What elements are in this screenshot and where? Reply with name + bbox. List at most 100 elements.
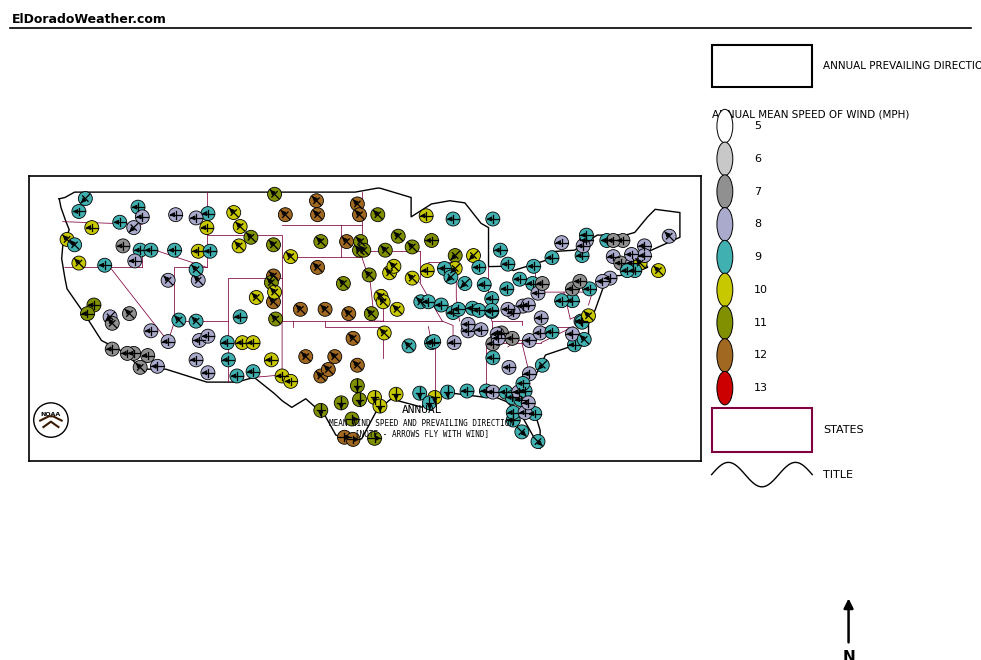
- Circle shape: [121, 346, 134, 360]
- Circle shape: [458, 277, 472, 290]
- Circle shape: [717, 142, 733, 176]
- Circle shape: [144, 324, 158, 338]
- Text: STATES: STATES: [823, 425, 863, 435]
- Circle shape: [506, 306, 520, 319]
- Circle shape: [322, 362, 336, 376]
- Circle shape: [554, 236, 569, 249]
- Circle shape: [574, 314, 588, 328]
- Circle shape: [284, 374, 297, 388]
- Circle shape: [502, 360, 516, 374]
- Circle shape: [616, 234, 630, 248]
- Circle shape: [113, 215, 127, 229]
- Circle shape: [440, 385, 454, 399]
- Circle shape: [493, 243, 507, 257]
- Text: 5: 5: [754, 121, 761, 131]
- Text: 8: 8: [754, 219, 761, 229]
- Circle shape: [244, 230, 258, 244]
- Circle shape: [451, 302, 465, 316]
- Circle shape: [339, 234, 353, 249]
- Circle shape: [123, 307, 136, 321]
- Circle shape: [222, 353, 235, 367]
- Circle shape: [717, 175, 733, 209]
- Circle shape: [575, 249, 589, 263]
- Circle shape: [506, 413, 520, 427]
- Circle shape: [717, 372, 733, 405]
- Circle shape: [191, 244, 205, 258]
- Circle shape: [368, 432, 382, 446]
- Circle shape: [573, 275, 587, 288]
- Circle shape: [717, 110, 733, 143]
- Circle shape: [626, 256, 640, 270]
- Circle shape: [501, 257, 515, 271]
- Circle shape: [133, 360, 147, 374]
- Circle shape: [221, 336, 234, 350]
- Circle shape: [568, 338, 582, 352]
- Circle shape: [357, 243, 371, 257]
- Text: MEAN WIND SPEED AND PREVAILING DIRECTION: MEAN WIND SPEED AND PREVAILING DIRECTION: [330, 419, 514, 428]
- Circle shape: [189, 314, 203, 328]
- Circle shape: [486, 337, 500, 350]
- Text: NOAA: NOAA: [41, 412, 61, 416]
- Circle shape: [461, 324, 475, 338]
- Circle shape: [279, 208, 292, 222]
- Circle shape: [500, 282, 514, 296]
- Circle shape: [518, 405, 532, 420]
- Circle shape: [267, 295, 281, 309]
- Circle shape: [168, 243, 181, 257]
- Circle shape: [717, 240, 733, 274]
- Circle shape: [350, 197, 364, 211]
- Circle shape: [514, 393, 528, 407]
- Circle shape: [486, 385, 500, 399]
- Circle shape: [490, 327, 504, 341]
- Circle shape: [414, 295, 428, 309]
- Circle shape: [421, 295, 436, 309]
- Circle shape: [438, 261, 451, 275]
- Text: 13: 13: [754, 383, 768, 393]
- Circle shape: [494, 326, 508, 340]
- Circle shape: [480, 384, 493, 398]
- Circle shape: [189, 263, 203, 277]
- Circle shape: [105, 316, 120, 330]
- Circle shape: [293, 302, 307, 316]
- Circle shape: [350, 379, 364, 393]
- Circle shape: [233, 310, 247, 324]
- Circle shape: [105, 342, 120, 356]
- Circle shape: [419, 209, 434, 223]
- Circle shape: [628, 263, 642, 278]
- Circle shape: [521, 396, 536, 410]
- Circle shape: [368, 391, 382, 405]
- Circle shape: [467, 249, 481, 263]
- Circle shape: [267, 238, 281, 251]
- Circle shape: [638, 249, 651, 263]
- Circle shape: [485, 304, 498, 317]
- Circle shape: [267, 269, 281, 283]
- Text: ANNUAL PREVAILING DIRECTION: ANNUAL PREVAILING DIRECTION: [823, 61, 981, 71]
- Circle shape: [599, 234, 614, 248]
- Circle shape: [603, 271, 617, 285]
- Circle shape: [516, 299, 530, 313]
- Text: ANNUAL MEAN SPEED OF WIND (MPH): ANNUAL MEAN SPEED OF WIND (MPH): [711, 110, 909, 119]
- Circle shape: [150, 359, 165, 374]
- Circle shape: [413, 386, 427, 400]
- Circle shape: [625, 248, 639, 261]
- Circle shape: [379, 243, 392, 257]
- Circle shape: [310, 194, 324, 208]
- Circle shape: [717, 306, 733, 339]
- Circle shape: [235, 336, 249, 350]
- Circle shape: [513, 272, 527, 286]
- Circle shape: [80, 307, 94, 321]
- Circle shape: [606, 234, 620, 248]
- Circle shape: [448, 261, 462, 275]
- Circle shape: [527, 259, 541, 273]
- Circle shape: [620, 263, 635, 278]
- Circle shape: [72, 256, 86, 270]
- Circle shape: [425, 234, 439, 248]
- Text: N: N: [843, 650, 854, 660]
- Circle shape: [352, 243, 367, 257]
- Circle shape: [506, 405, 520, 420]
- Circle shape: [498, 385, 513, 399]
- Circle shape: [420, 263, 435, 278]
- Circle shape: [446, 212, 460, 226]
- Circle shape: [444, 270, 458, 284]
- Circle shape: [84, 220, 99, 234]
